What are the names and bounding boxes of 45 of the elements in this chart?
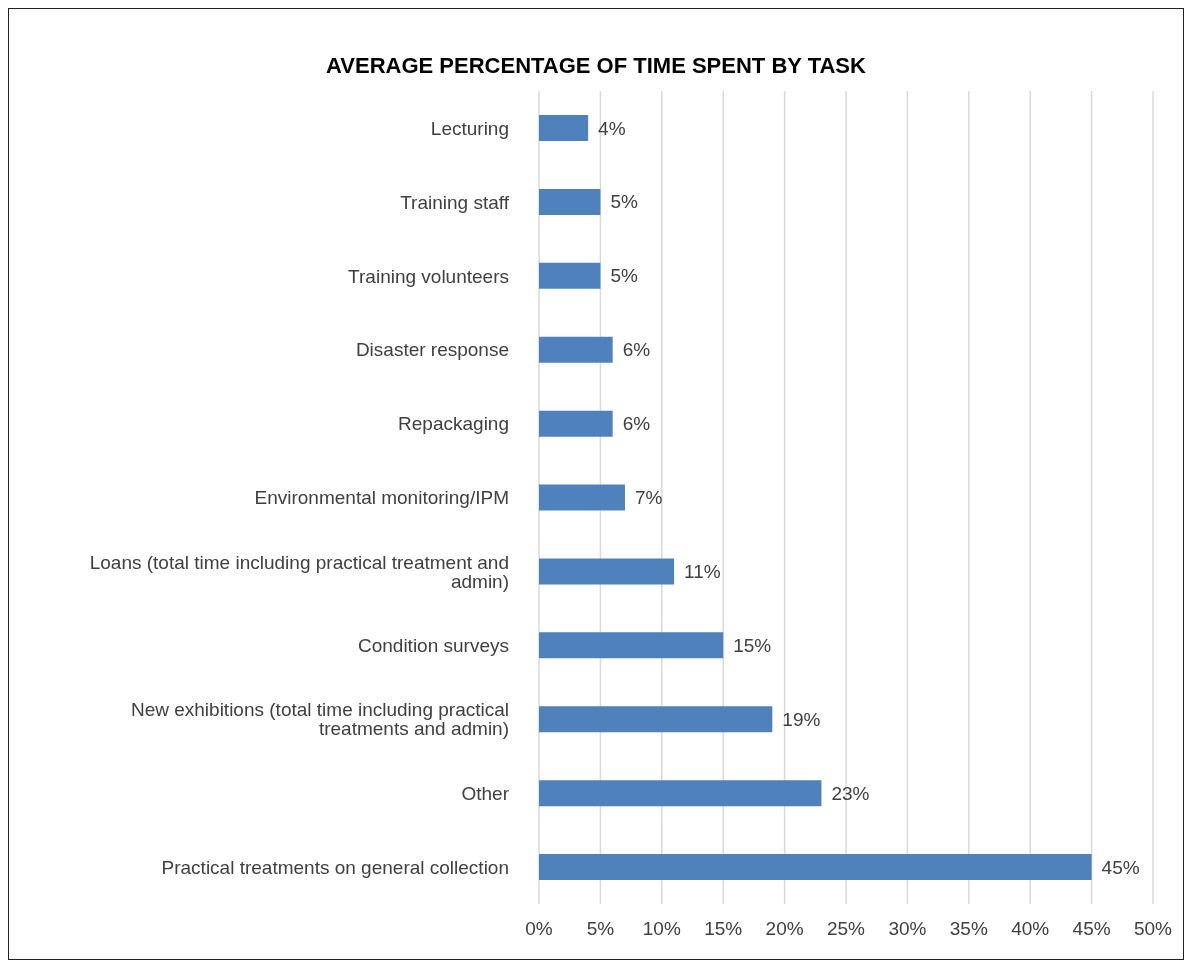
data-label: 15%	[733, 634, 772, 656]
y-tick-label: Practical treatments on general collection	[161, 856, 509, 878]
bar	[539, 188, 601, 215]
y-tick-label: Condition surveys	[357, 635, 509, 657]
x-tick-label: 35%	[949, 918, 988, 940]
data-label: 4%	[598, 117, 626, 139]
bar	[539, 632, 724, 659]
x-tick-label: 15%	[704, 918, 743, 940]
x-tick-label: 25%	[826, 918, 866, 940]
bar	[539, 336, 613, 363]
data-label: 5%	[610, 265, 638, 287]
x-tick-label: 45%	[1072, 918, 1111, 940]
data-label: 19%	[782, 708, 821, 730]
bar	[539, 484, 625, 511]
chart-title: AVERAGE PERCENTAGE OF TIME SPENT BY TASK	[325, 53, 867, 79]
x-tick-label: 5%	[586, 918, 615, 940]
bar	[539, 410, 613, 437]
x-tick-label: 40%	[1011, 918, 1050, 940]
y-tick-label: Other	[461, 782, 510, 804]
x-tick-label: 0%	[525, 918, 553, 940]
y-tick-label: New exhibitions (total time including practical treatments and admin)	[130, 699, 509, 740]
data-label: 11%	[684, 560, 721, 582]
y-tick-label: Training volunteers	[348, 265, 509, 287]
x-tick-label: 20%	[765, 918, 804, 940]
bar	[539, 262, 601, 289]
x-tick-label: 50%	[1133, 918, 1173, 940]
y-tick-label: Loans (total time including practical treatment and admin)	[89, 551, 509, 592]
data-label: 7%	[634, 487, 663, 509]
bar	[539, 115, 589, 141]
data-label: 5%	[610, 191, 638, 213]
x-tick-label: 30%	[888, 918, 927, 940]
y-tick-label: Training staff	[400, 191, 510, 213]
bar	[539, 780, 822, 807]
x-tick-label: 10%	[642, 918, 681, 940]
bar	[539, 706, 773, 733]
y-tick-label: Lecturing	[430, 117, 509, 139]
data-label: 45%	[1101, 856, 1140, 878]
data-label: 6%	[622, 413, 651, 435]
y-tick-label: Environmental monitoring/IPM	[254, 487, 509, 509]
data-label: 6%	[622, 339, 651, 361]
y-tick-label: Disaster response	[355, 339, 509, 361]
bar	[539, 558, 675, 585]
y-tick-label: Repackaging	[398, 413, 509, 435]
bar	[539, 854, 1092, 881]
data-label: 23%	[831, 782, 870, 804]
